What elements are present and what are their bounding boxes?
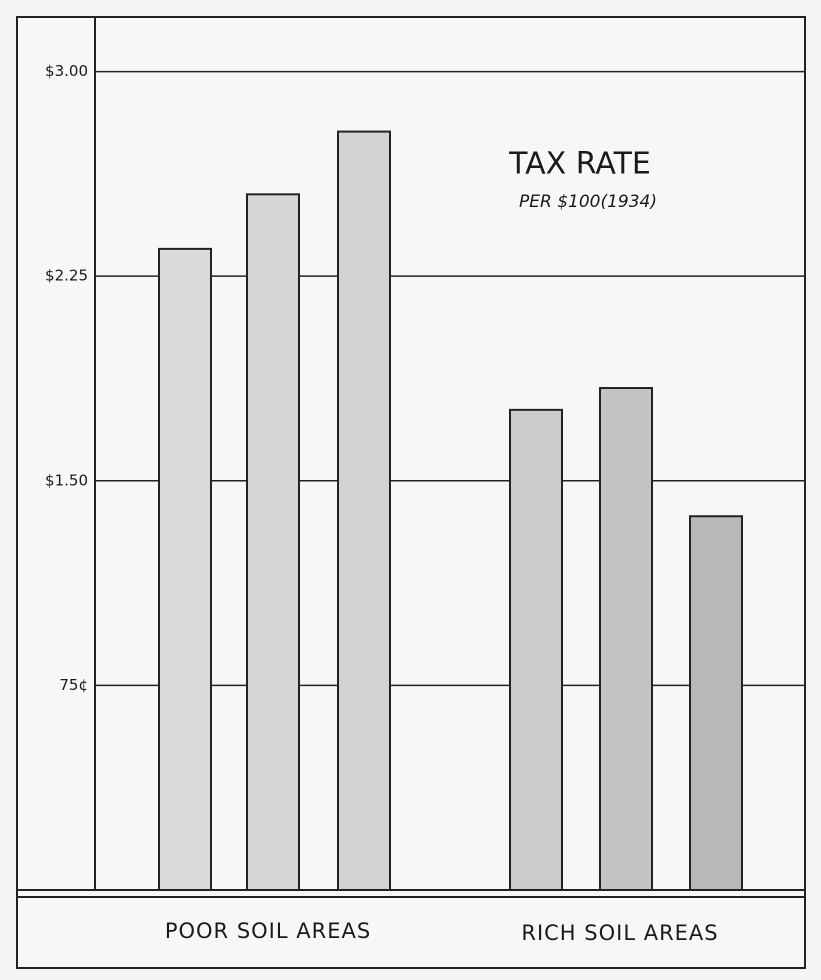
y-tick-label: $1.50 — [45, 471, 88, 489]
bar — [509, 408, 563, 891]
y-tick-label: 75¢ — [59, 676, 88, 694]
y-tick-label: $2.25 — [45, 267, 88, 285]
y-tick-label: $3.00 — [45, 62, 88, 80]
bar — [337, 130, 391, 892]
group-label: POOR SOIL AREAS — [165, 919, 371, 943]
group-label: RICH SOIL AREAS — [521, 921, 718, 945]
chart-subtitle: PER $100(1934) — [519, 192, 657, 212]
frame — [16, 16, 806, 969]
bar — [158, 247, 212, 891]
bar — [246, 193, 300, 891]
bar — [689, 515, 743, 891]
bar — [599, 387, 653, 891]
chart-title: TAX RATE — [508, 147, 651, 182]
